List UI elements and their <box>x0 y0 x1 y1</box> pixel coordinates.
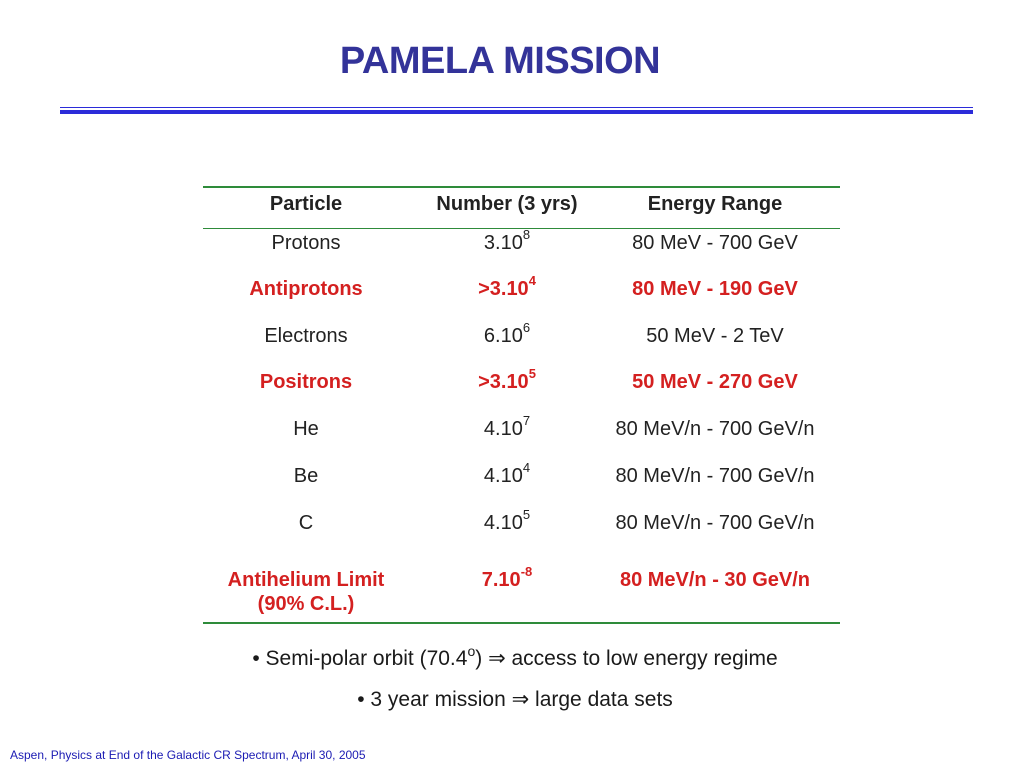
slide-footer: Aspen, Physics at End of the Galactic CR… <box>10 748 366 762</box>
row-be-particle: Be <box>293 465 319 487</box>
row-electrons-particle: Electrons <box>264 325 348 347</box>
header-particle: Particle <box>269 193 343 215</box>
row-antiprotons-number: >3.104 <box>478 273 536 300</box>
row-antiprotons-particle: Antiprotons <box>249 278 363 300</box>
row-protons-number: 3.108 <box>483 227 531 254</box>
header-energy-range: Energy Range <box>647 193 783 215</box>
row-electrons-number: 6.106 <box>483 320 531 347</box>
row-antihelium-particle: Antihelium Limit <box>227 569 385 591</box>
row-antihelium-energy: 80 MeV/n - 30 GeV/n <box>619 569 811 591</box>
row-electrons-energy: 50 MeV - 2 TeV <box>646 325 784 347</box>
title-rule-thick <box>60 110 973 114</box>
row-he-number: 4.107 <box>483 413 531 440</box>
slide-title: PAMELA MISSION <box>339 40 661 82</box>
row-positrons-number: >3.105 <box>478 366 536 393</box>
row-c-number: 4.105 <box>483 507 531 534</box>
row-antiprotons-energy: 80 MeV - 190 GeV <box>632 278 798 300</box>
bullet-mission: • 3 year mission ⇒ large data sets <box>357 688 673 711</box>
row-positrons-particle: Positrons <box>259 371 353 393</box>
bullet-orbit: • Semi-polar orbit (70.4o) ⇒ access to l… <box>252 643 778 670</box>
row-he-particle: He <box>293 418 319 440</box>
row-protons-particle: Protons <box>271 232 341 254</box>
row-protons-energy: 80 MeV - 700 GeV <box>632 232 798 254</box>
row-c-particle: C <box>298 512 314 534</box>
header-number: Number (3 yrs) <box>436 193 578 215</box>
row-be-energy: 80 MeV/n - 700 GeV/n <box>615 465 815 487</box>
row-antihelium-number: 7.10-8 <box>481 564 533 591</box>
particle-table: Particle Number (3 yrs) Energy Range Pro… <box>203 186 840 624</box>
header-rule <box>203 228 840 229</box>
row-positrons-energy: 50 MeV - 270 GeV <box>632 371 798 393</box>
row-be-number: 4.104 <box>483 460 531 487</box>
row-he-energy: 80 MeV/n - 700 GeV/n <box>615 418 815 440</box>
title-rule-thin <box>60 107 973 108</box>
row-c-energy: 80 MeV/n - 700 GeV/n <box>615 512 815 534</box>
row-antihelium-confidence: (90% C.L.) <box>257 593 355 615</box>
